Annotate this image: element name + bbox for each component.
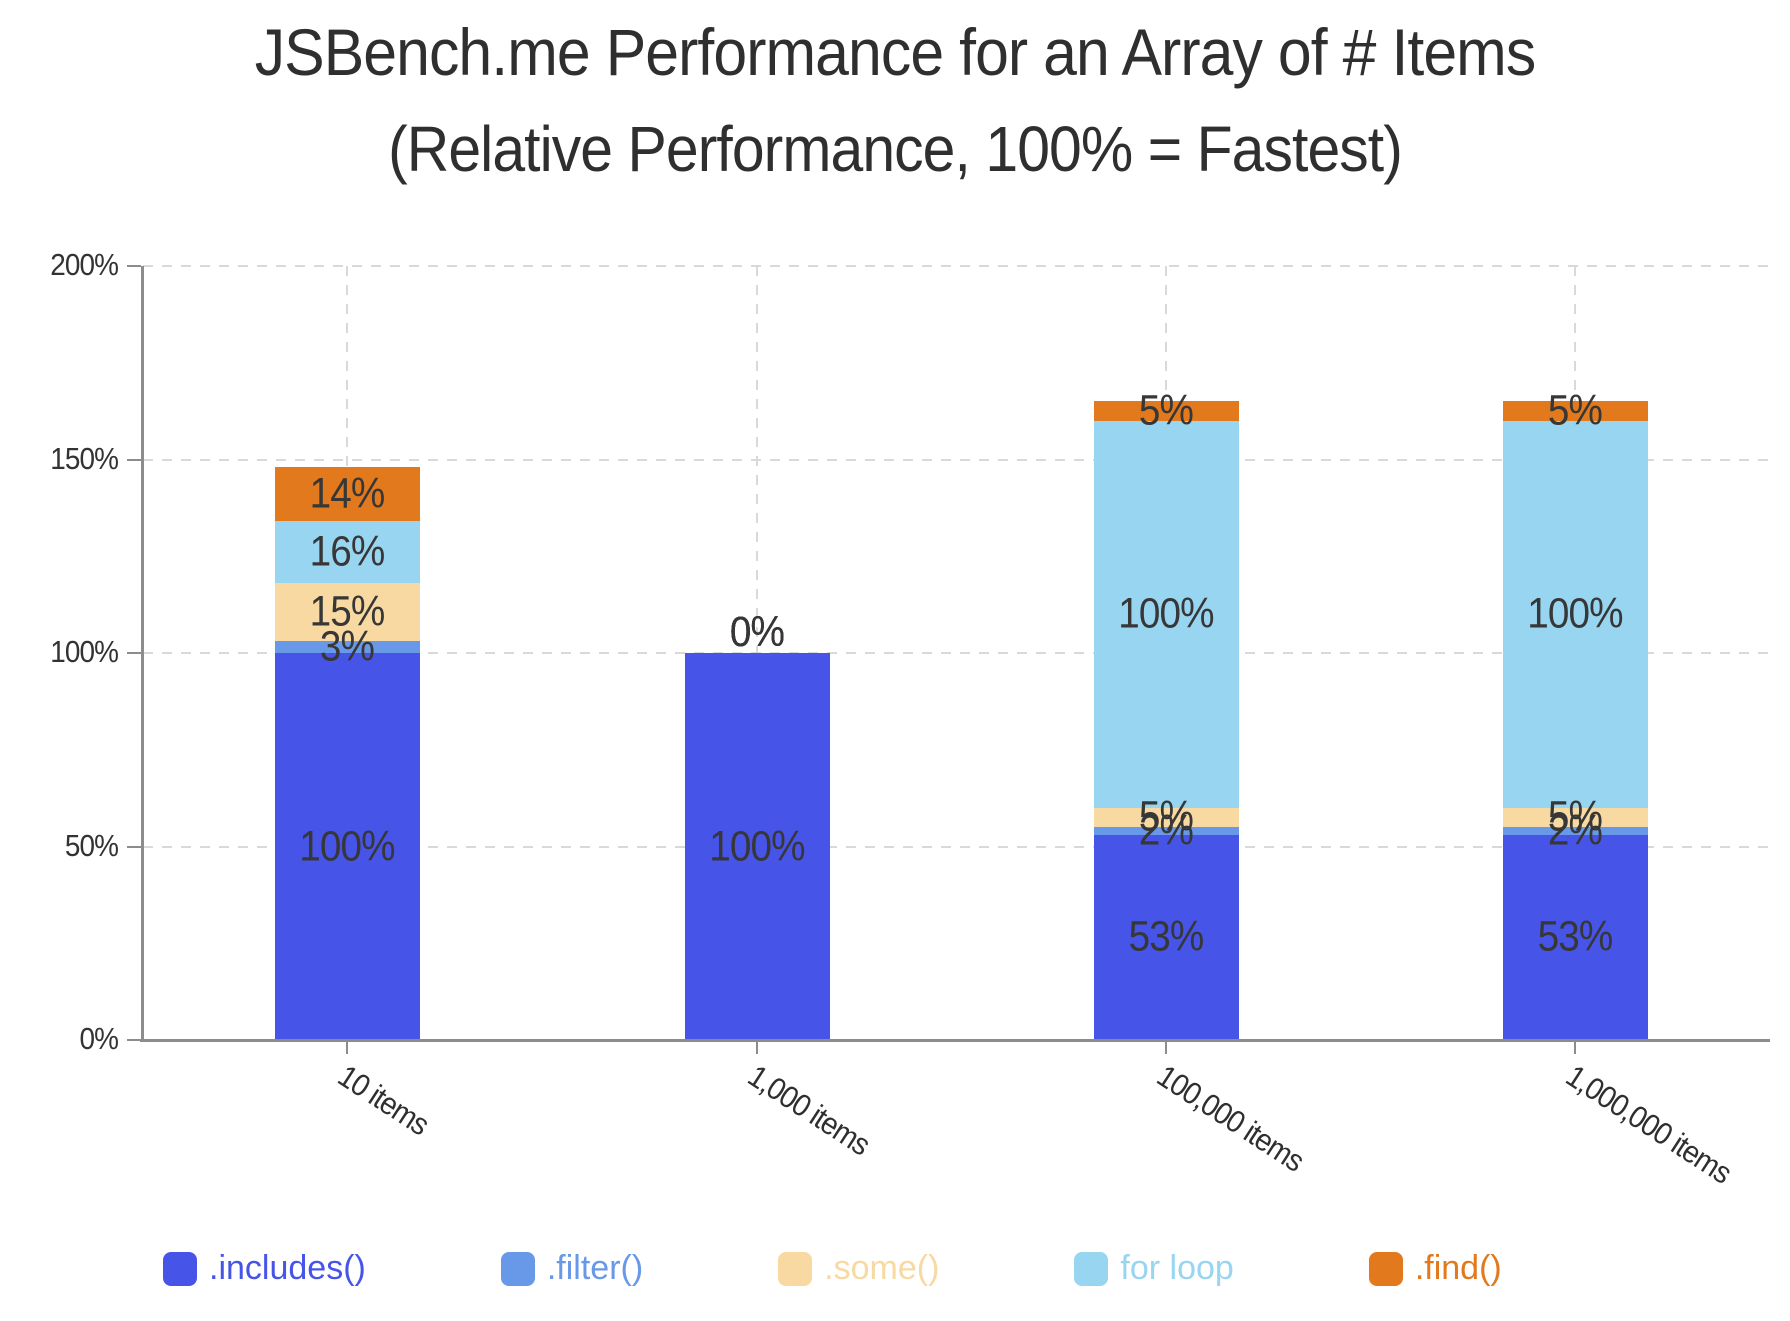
x-tick-label-1-000-000-items: 1,000,000 items bbox=[1559, 1058, 1738, 1191]
x-tick-10-items bbox=[346, 1040, 348, 1054]
segment-value-label-some-100-000-items: 5% bbox=[1138, 792, 1194, 841]
legend-label-includes: .includes() bbox=[209, 1249, 366, 1287]
segment-value-label-includes-1-000-items: 100% bbox=[709, 822, 805, 870]
legend-swatch-for-loop bbox=[1074, 1251, 1109, 1286]
gridline-y-100 bbox=[143, 652, 1770, 654]
legend-item-filter[interactable]: .filter() bbox=[500, 1249, 644, 1288]
legend-swatch-some bbox=[778, 1251, 813, 1286]
bar-segment-some-10-items bbox=[274, 583, 420, 642]
bar-segment-find-1-000-000-items bbox=[1502, 401, 1648, 421]
y-tick-200 bbox=[127, 265, 141, 267]
bar-segment-some-100-000-items bbox=[1093, 807, 1239, 828]
bar-segment-includes-1-000-000-items bbox=[1502, 834, 1648, 1040]
segment-value-label-includes-10-items: 100% bbox=[299, 822, 395, 870]
y-tick-label-200: 200% bbox=[50, 247, 119, 282]
y-tick-label-0: 0% bbox=[79, 1021, 118, 1056]
legend-item-includes[interactable]: .includes() bbox=[163, 1249, 366, 1288]
x-tick-label-1-000-items: 1,000 items bbox=[741, 1058, 877, 1163]
chart-title-line2: (Relative Performance, 100% = Fastest) bbox=[388, 113, 1403, 185]
legend-item-find[interactable]: .find() bbox=[1368, 1249, 1502, 1288]
bar-segment-some-1-000-000-items bbox=[1502, 807, 1648, 828]
bar-segment-for-loop-1-000-000-items bbox=[1502, 420, 1648, 808]
x-tick-1-000-items bbox=[756, 1040, 758, 1054]
bar-segment-includes-1-000-items bbox=[684, 653, 830, 1040]
bar-segment-for-loop-10-items bbox=[274, 521, 420, 584]
segment-value-label-filter-1-000-items: 0% bbox=[729, 608, 785, 656]
y-axis-line bbox=[141, 266, 144, 1042]
x-tick-label-10-items: 10 items bbox=[331, 1058, 436, 1143]
y-tick-0 bbox=[127, 1039, 141, 1041]
segment-value-label-filter-100-000-items: 2% bbox=[1138, 806, 1194, 855]
legend-swatch-includes bbox=[163, 1251, 197, 1286]
legend-label-for-loop: for loop bbox=[1120, 1249, 1234, 1287]
gridline-y-50 bbox=[143, 845, 1770, 848]
segment-value-label-includes-1-000-000-items: 53% bbox=[1537, 912, 1614, 961]
segment-value-label-some-1-000-items: 0% bbox=[729, 608, 785, 656]
segment-value-label-filter-1-000-000-items: 2% bbox=[1547, 806, 1603, 855]
segment-value-label-for-loop-1-000-items: 0% bbox=[729, 608, 785, 656]
segment-value-label-find-10-items: 14% bbox=[309, 469, 386, 518]
legend: .includes() .filter() .some() for loop .find… bbox=[163, 1249, 1502, 1288]
segment-value-label-includes-100-000-items: 53% bbox=[1128, 912, 1205, 961]
y-tick-50 bbox=[127, 845, 141, 848]
segment-value-label-find-1-000-000-items: 5% bbox=[1547, 386, 1603, 435]
legend-swatch-find bbox=[1368, 1251, 1403, 1286]
gridline-y-150 bbox=[143, 458, 1770, 461]
bar-segment-filter-10-items bbox=[274, 641, 420, 653]
segment-value-label-some-10-items: 15% bbox=[309, 587, 386, 636]
legend-label-filter: .filter() bbox=[546, 1249, 644, 1287]
segment-value-label-for-loop-1-000-000-items: 100% bbox=[1527, 589, 1623, 638]
gridline-y-200 bbox=[143, 265, 1770, 267]
y-tick-label-150: 150% bbox=[50, 440, 119, 476]
segment-value-label-find-100-000-items: 5% bbox=[1138, 386, 1194, 435]
bar-segment-for-loop-100-000-items bbox=[1093, 420, 1239, 808]
segment-value-label-find-1-000-items: 0% bbox=[729, 608, 785, 656]
x-tick-100-000-items bbox=[1165, 1040, 1167, 1054]
bar-segment-find-100-000-items bbox=[1093, 401, 1239, 421]
x-tick-1-000-000-items bbox=[1574, 1040, 1576, 1054]
segment-value-label-for-loop-10-items: 16% bbox=[309, 527, 386, 576]
chart-title-line1: JSBench.me Performance for an Array of #… bbox=[254, 15, 1537, 89]
x-tick-label-100-000-items: 100,000 items bbox=[1150, 1058, 1311, 1179]
bar-segment-includes-10-items bbox=[274, 653, 420, 1040]
legend-label-find: .find() bbox=[1414, 1249, 1502, 1287]
segment-value-label-some-1-000-000-items: 5% bbox=[1547, 792, 1603, 841]
bar-segment-find-10-items bbox=[274, 467, 420, 522]
bar-segment-filter-1-000-000-items bbox=[1502, 827, 1648, 835]
segment-value-label-filter-10-items: 3% bbox=[319, 622, 375, 671]
y-tick-100 bbox=[127, 652, 141, 654]
legend-swatch-filter bbox=[500, 1251, 535, 1286]
y-tick-label-100: 100% bbox=[50, 634, 119, 669]
segment-value-label-for-loop-100-000-items: 100% bbox=[1118, 589, 1214, 638]
legend-item-for-loop[interactable]: for loop bbox=[1074, 1249, 1234, 1288]
y-tick-150 bbox=[127, 458, 141, 461]
x-axis-line bbox=[140, 1039, 1770, 1042]
y-tick-label-50: 50% bbox=[64, 827, 119, 863]
bar-segment-includes-100-000-items bbox=[1093, 834, 1239, 1040]
legend-item-some[interactable]: .some() bbox=[778, 1249, 939, 1288]
legend-label-some: .some() bbox=[824, 1249, 940, 1287]
bar-segment-filter-100-000-items bbox=[1093, 827, 1239, 835]
